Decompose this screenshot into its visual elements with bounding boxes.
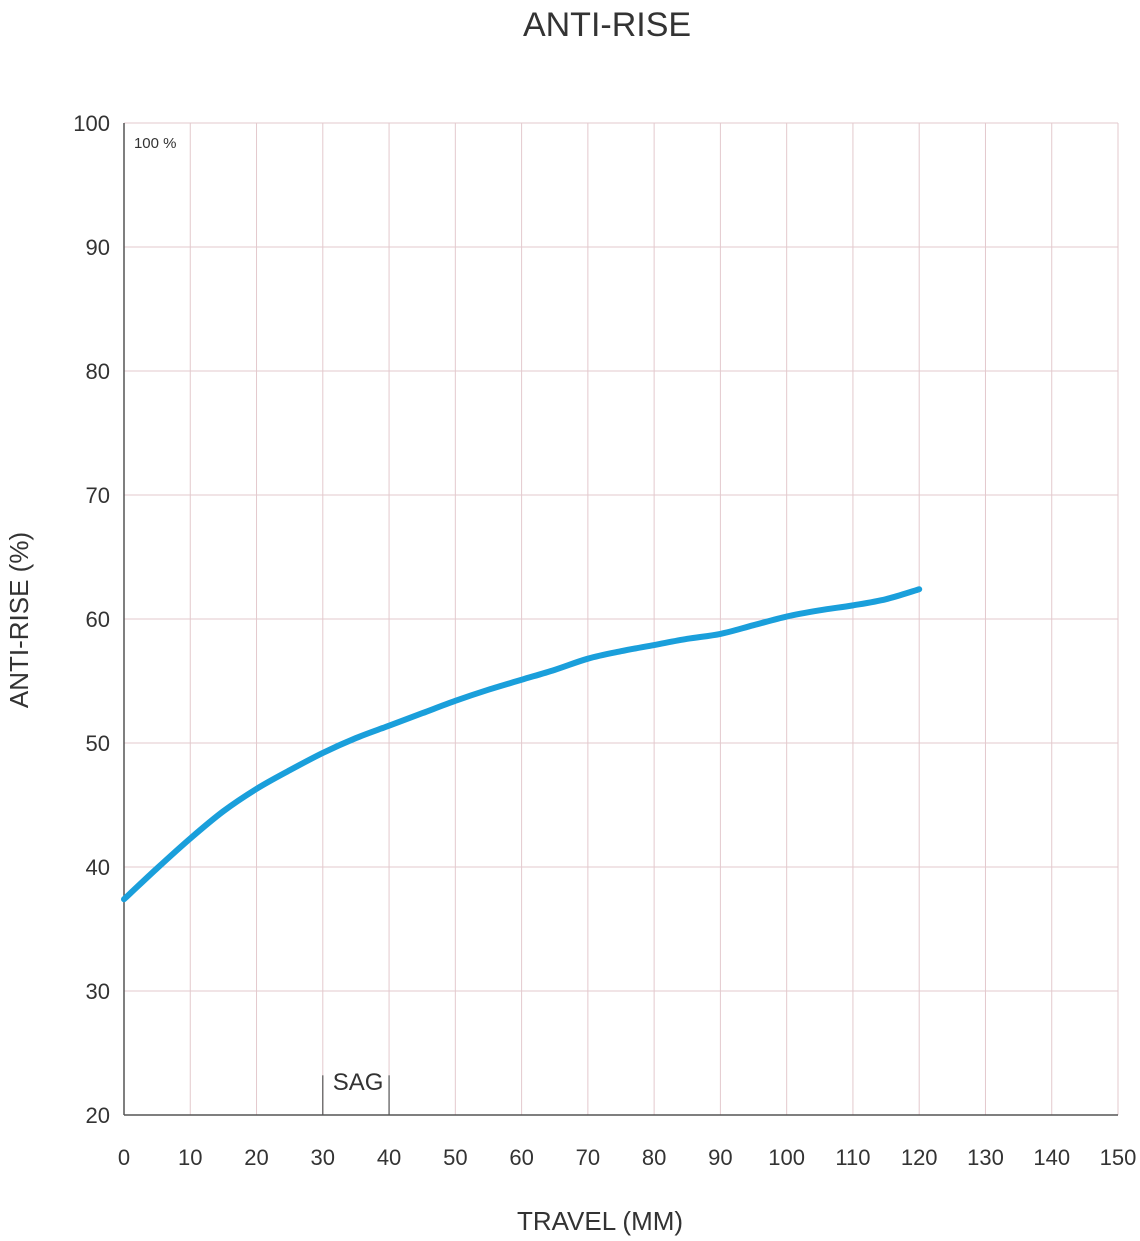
x-tick-label: 100: [768, 1145, 805, 1170]
y-axis-ticks: 20 30 40 50 60 70 80 90 100: [73, 111, 110, 1128]
y-tick-label: 90: [86, 235, 110, 260]
x-tick-label: 30: [311, 1145, 335, 1170]
y-axis-label: ANTI-RISE (%): [4, 532, 34, 708]
y-tick-label: 100: [73, 111, 110, 136]
x-tick-label: 40: [377, 1145, 401, 1170]
series: [121, 586, 923, 903]
x-tick-label: 150: [1100, 1145, 1137, 1170]
x-tick-label: 120: [901, 1145, 938, 1170]
y-tick-label: 30: [86, 979, 110, 1004]
x-tick-label: 80: [642, 1145, 666, 1170]
x-axis-label: TRAVEL (MM): [517, 1206, 683, 1236]
x-tick-label: 50: [443, 1145, 467, 1170]
annotation-100-percent: 100 %: [134, 135, 177, 152]
y-tick-label: 40: [86, 855, 110, 880]
y-tick-label: 50: [86, 731, 110, 756]
x-tick-label: 60: [509, 1145, 533, 1170]
y-tick-label: 80: [86, 359, 110, 384]
axes: [123, 123, 1118, 1116]
x-tick-label: 10: [178, 1145, 202, 1170]
chart-title: ANTI-RISE: [523, 6, 691, 44]
x-tick-label: 70: [576, 1145, 600, 1170]
x-tick-label: 0: [118, 1145, 130, 1170]
annotation-sag: SAG: [333, 1069, 384, 1096]
x-tick-label: 130: [967, 1145, 1004, 1170]
annotations: 100 % SAG: [134, 135, 383, 1096]
y-tick-label: 70: [86, 483, 110, 508]
y-tick-label: 20: [86, 1103, 110, 1128]
x-tick-label: 110: [835, 1145, 870, 1170]
y-tick-label: 60: [86, 607, 110, 632]
grid: [124, 122, 1119, 1115]
series-line: [121, 586, 923, 903]
x-tick-label: 20: [244, 1145, 268, 1170]
x-tick-label: 90: [708, 1145, 732, 1170]
x-tick-label: 140: [1033, 1145, 1070, 1170]
x-axis-ticks: 0 10 20 30 40 50 60 70 80 90 100 110 120 130 140 150: [118, 1145, 1136, 1170]
